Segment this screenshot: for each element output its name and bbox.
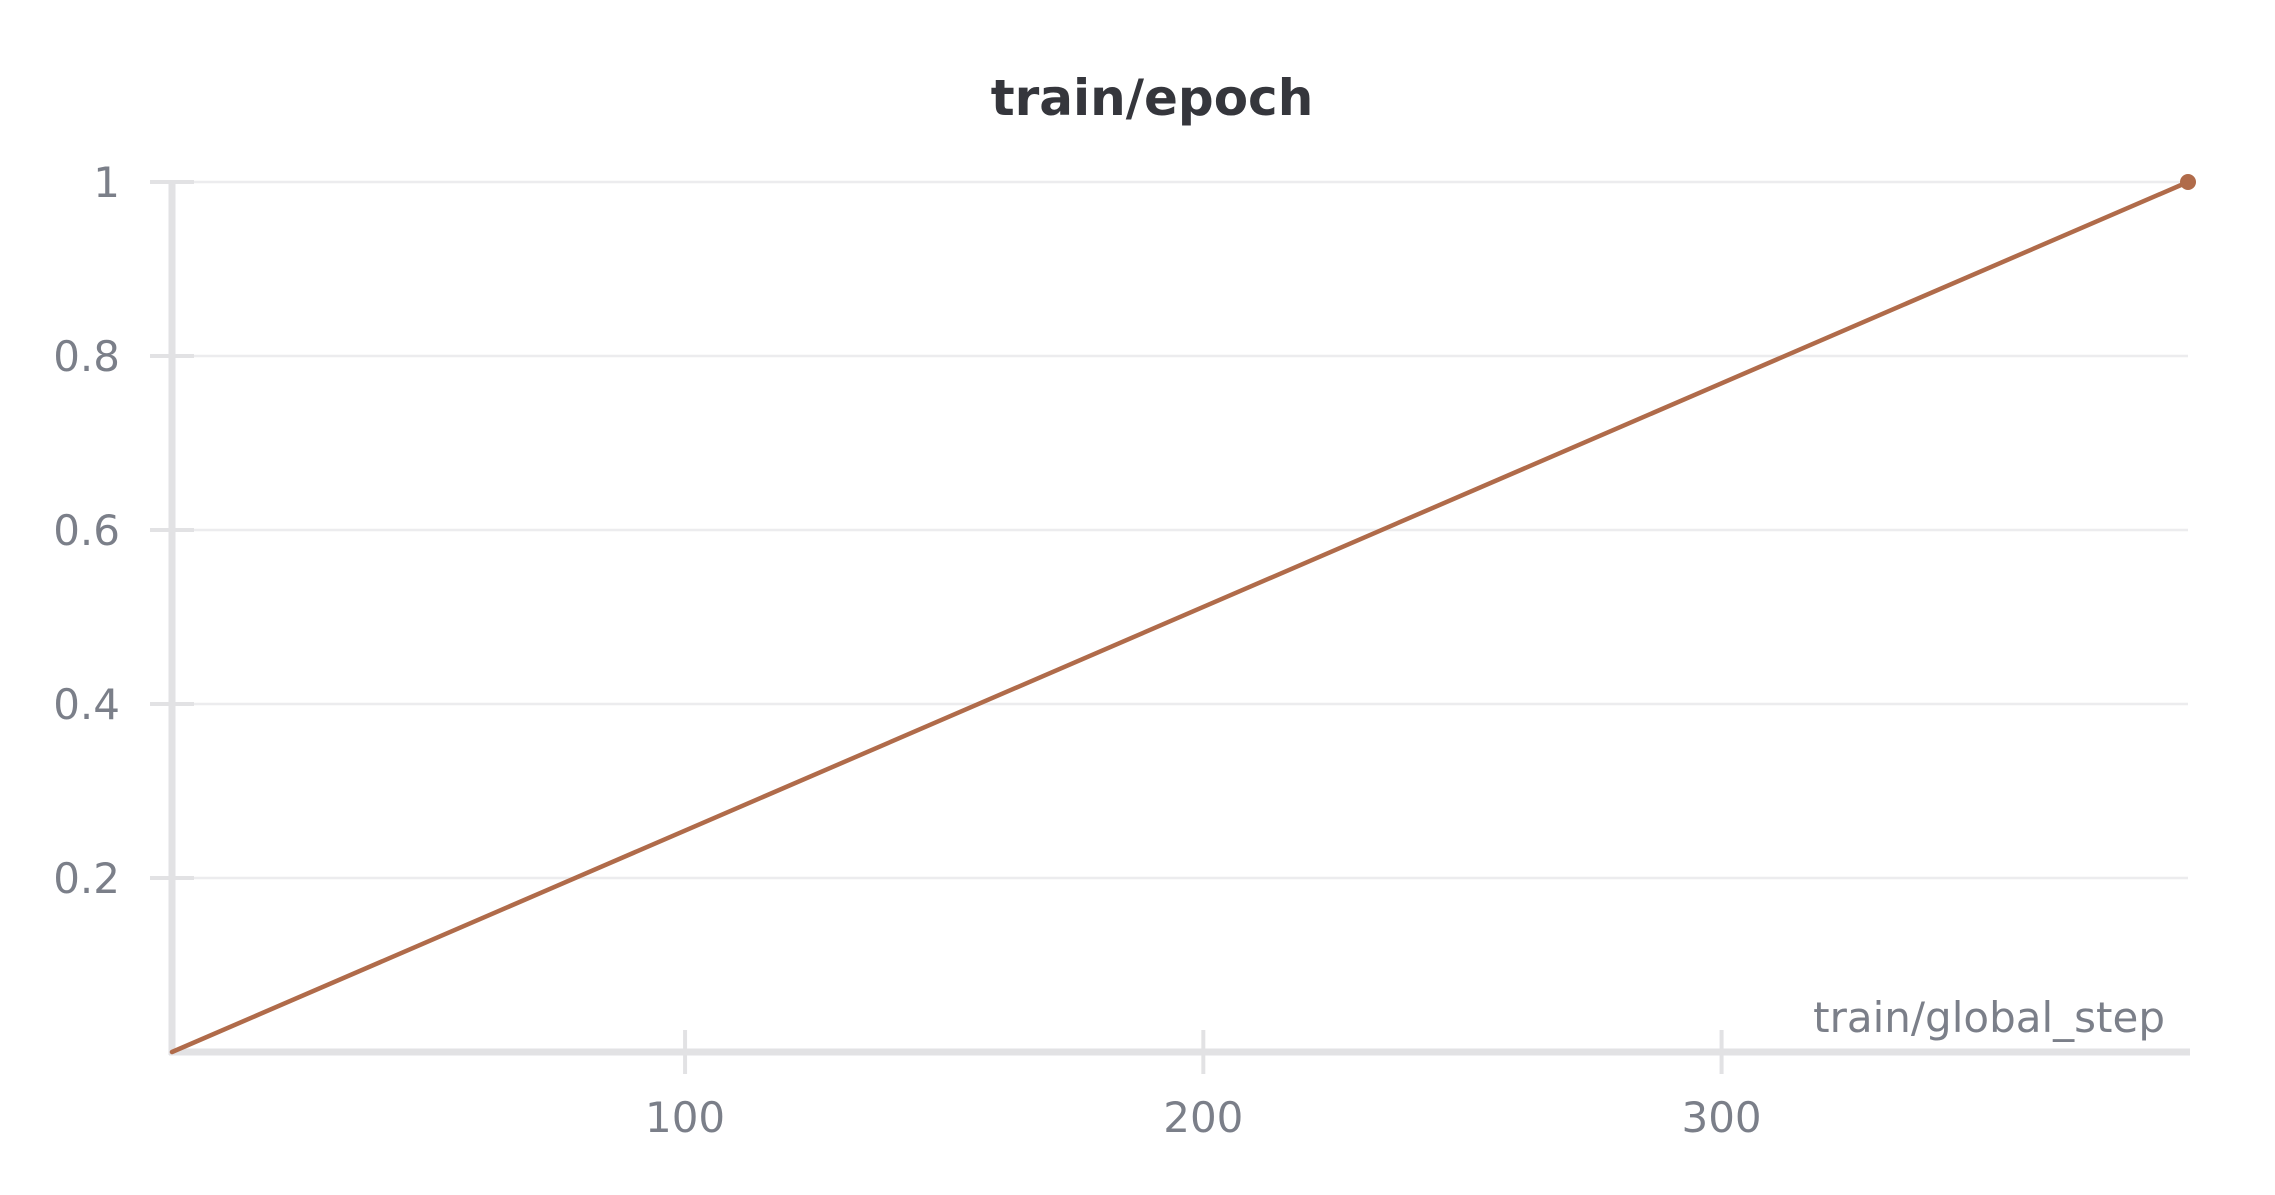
grid-lines [172,180,2188,880]
series-end-point[interactable] [2180,174,2196,190]
x-axis-label: train/global_step [1813,993,2165,1042]
x-tick-label: 200 [1163,1093,1243,1142]
series-lines [169,174,2196,1055]
x-tick-label: 100 [645,1093,725,1142]
series-line [169,179,2191,1055]
y-tick-label: 0.8 [53,332,120,381]
y-tick-label: 0.2 [53,854,120,903]
x-tick-label: 300 [1681,1093,1761,1142]
y-tick-label: 1 [93,158,120,207]
axes [150,180,2190,1074]
y-tick-label: 0.6 [53,506,120,555]
chart-title: train/epoch [991,69,1314,127]
y-tick-label: 0.4 [53,680,120,729]
tick-labels: 0.2 0.4 0.6 0.8 1 100 200 300 [53,158,1761,1142]
